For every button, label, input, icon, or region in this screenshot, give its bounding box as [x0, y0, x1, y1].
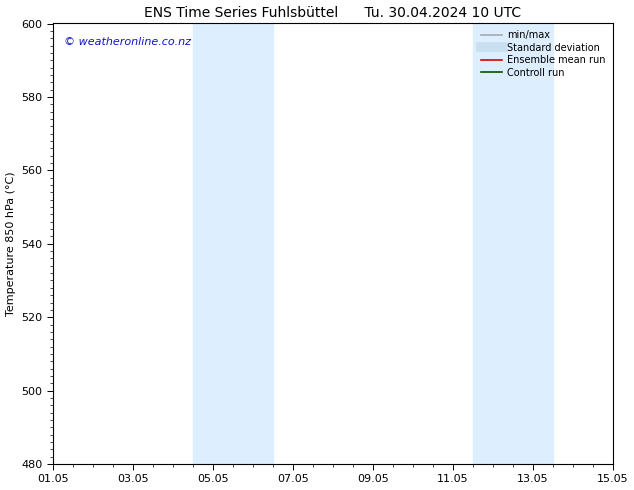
Text: © weatheronline.co.nz: © weatheronline.co.nz [64, 37, 191, 47]
Y-axis label: Temperature 850 hPa (°C): Temperature 850 hPa (°C) [6, 172, 16, 316]
Bar [473, 24, 553, 464]
Title: ENS Time Series Fuhlsbüttel      Tu. 30.04.2024 10 UTC: ENS Time Series Fuhlsbüttel Tu. 30.04.20… [144, 5, 521, 20]
Bar [193, 24, 273, 464]
Legend: min/max, Standard deviation, Ensemble mean run, Controll run: min/max, Standard deviation, Ensemble me… [479, 28, 608, 79]
